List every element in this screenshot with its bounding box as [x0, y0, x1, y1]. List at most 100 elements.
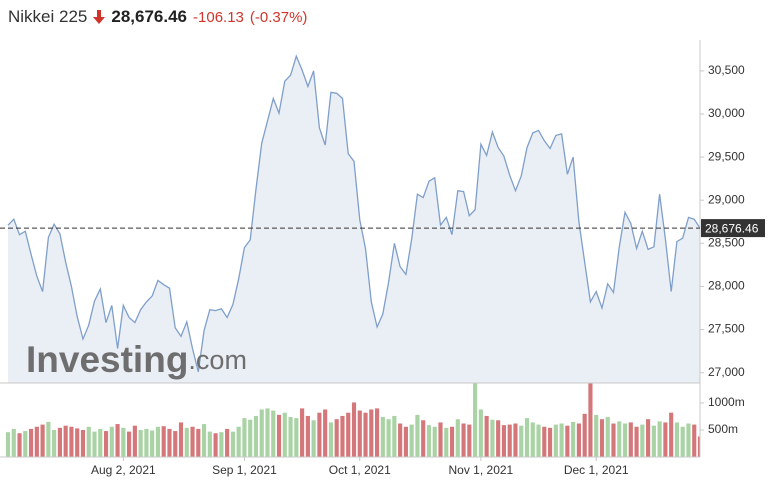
- volume-bar: [17, 433, 22, 457]
- volume-bar: [374, 408, 380, 457]
- volume-bar: [46, 421, 51, 457]
- volume-bar: [317, 412, 322, 457]
- volume-bar: [571, 421, 576, 457]
- volume-bar: [363, 412, 368, 457]
- volume-bar: [103, 431, 109, 457]
- volume-bar: [588, 383, 593, 457]
- volume-bar: [346, 412, 351, 457]
- volume-bar: [432, 426, 437, 457]
- volume-bar: [34, 426, 39, 457]
- volume-bar: [519, 425, 524, 457]
- last-price-label: 28,676.46: [705, 221, 759, 235]
- volume-bar: [542, 426, 547, 457]
- volume-bar: [599, 419, 605, 457]
- header: Nikkei 225 28,676.46 -106.13 (-0.37%): [8, 4, 307, 30]
- volume-bar: [138, 429, 143, 457]
- volume-bar: [392, 415, 397, 457]
- y-tick-label: 29,500: [708, 149, 745, 163]
- volume-bar: [294, 418, 299, 457]
- watermark: Investing.com: [26, 339, 247, 380]
- volume-tick-label: 500m: [708, 422, 738, 436]
- volume-bar: [80, 429, 86, 457]
- volume-bar: [553, 424, 558, 457]
- volume-bar: [640, 424, 645, 457]
- volume-bar: [109, 426, 114, 457]
- volume-bar: [236, 426, 241, 457]
- volume-bar: [513, 423, 518, 457]
- volume-bar: [115, 424, 120, 457]
- watermark-suffix: .com: [188, 345, 247, 375]
- instrument-name: Nikkei 225: [8, 7, 88, 26]
- volume-bar: [444, 427, 449, 457]
- volume-bar: [144, 428, 149, 457]
- volume-bar: [628, 422, 633, 457]
- volume-tick-label: 1000m: [708, 395, 745, 409]
- volume-bar: [669, 412, 674, 457]
- volume-bar: [697, 436, 700, 457]
- volume-bar: [415, 414, 420, 457]
- volume-bar: [248, 419, 253, 457]
- y-tick-label: 27,500: [708, 322, 745, 336]
- volume-bar: [11, 428, 16, 457]
- volume-bar: [622, 423, 628, 457]
- axes: 27,000 27,500 28,000 28,500 29,000 29,500 30,0…: [0, 40, 765, 477]
- volume-bar: [225, 428, 230, 457]
- volume-panel: [5, 383, 700, 457]
- volume-bar: [657, 421, 662, 457]
- volume-bar: [69, 426, 74, 457]
- volume-bar: [132, 425, 137, 457]
- volume-bar: [213, 433, 218, 457]
- x-tick-label: Oct 1, 2021: [329, 463, 391, 477]
- volume-bar: [398, 423, 403, 457]
- volume-bar: [455, 419, 460, 457]
- volume-bar: [634, 426, 639, 457]
- volume-bar: [490, 419, 495, 457]
- price-line: [7, 54, 701, 372]
- volume-bar: [230, 431, 235, 457]
- volume-bar: [63, 425, 68, 457]
- watermark-brand: Investing: [26, 339, 188, 380]
- volume-bar: [369, 409, 374, 457]
- volume-bar: [484, 415, 489, 457]
- volume-bar: [207, 431, 212, 457]
- volume-bar: [121, 427, 126, 457]
- volume-bar: [167, 428, 172, 457]
- y-tick-label: 30,000: [708, 106, 745, 120]
- volume-bar: [282, 412, 287, 457]
- volume-bar: [536, 424, 541, 457]
- volume-bar: [605, 417, 610, 457]
- volume-bar: [201, 424, 207, 457]
- y-tick-label: 28,000: [708, 279, 745, 293]
- volume-bar: [288, 417, 293, 457]
- volume-bar: [5, 432, 11, 457]
- volume-bar: [127, 431, 132, 457]
- volume-bar: [242, 418, 247, 457]
- volume-bar: [178, 422, 184, 457]
- volume-bar: [311, 420, 316, 457]
- last-price: 28,676.46: [111, 7, 188, 26]
- volume-bar: [28, 428, 34, 457]
- volume-bar: [421, 420, 426, 457]
- volume-bar: [403, 426, 408, 457]
- volume-bar: [651, 425, 656, 457]
- volume-bar: [57, 427, 62, 457]
- volume-bar: [467, 424, 472, 457]
- x-tick-label: Sep 1, 2021: [212, 463, 277, 477]
- area-fill: [8, 56, 700, 383]
- volume-bar: [582, 413, 587, 457]
- volume-bar: [190, 426, 195, 457]
- volume-bar: [617, 421, 622, 457]
- volume-bar: [496, 420, 501, 457]
- volume-bar: [674, 422, 680, 457]
- volume-bar: [473, 383, 478, 457]
- volume-bar: [438, 422, 443, 457]
- price-change: -106.13: [193, 8, 244, 26]
- volume-bar: [161, 426, 166, 457]
- volume-bar: [507, 424, 512, 457]
- volume-bar: [265, 408, 270, 457]
- volume-bar: [380, 417, 385, 457]
- volume-bar: [530, 422, 535, 457]
- volume-bar: [686, 423, 691, 457]
